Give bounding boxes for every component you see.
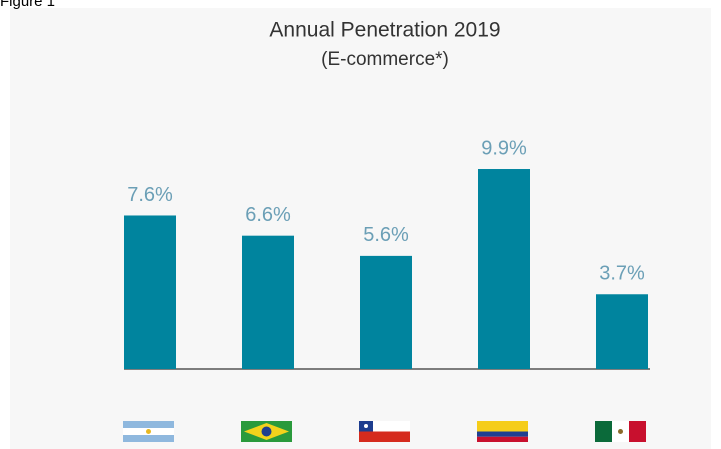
flag-colombia: [477, 421, 528, 442]
data-label: 7.6%: [127, 184, 173, 206]
flag-chile: [359, 421, 410, 442]
flag-mexico: [595, 421, 646, 442]
caption: Figure 1: [0, 0, 55, 10]
bar: [360, 255, 412, 369]
data-label: 9.9%: [481, 137, 527, 159]
panel: [10, 8, 711, 449]
flag-argentina: [123, 421, 174, 442]
data-label: 5.6%: [363, 224, 409, 246]
flag-brazil: [241, 421, 292, 442]
chart-title: Annual Penetration 2019: [269, 19, 500, 42]
bar: [478, 169, 530, 369]
data-label: 6.6%: [245, 204, 291, 226]
bar: [124, 215, 176, 369]
bar: [242, 235, 294, 369]
data-label: 3.7%: [599, 263, 645, 285]
bar: [596, 294, 648, 369]
chart-subtitle: (E-commerce*): [321, 49, 449, 70]
